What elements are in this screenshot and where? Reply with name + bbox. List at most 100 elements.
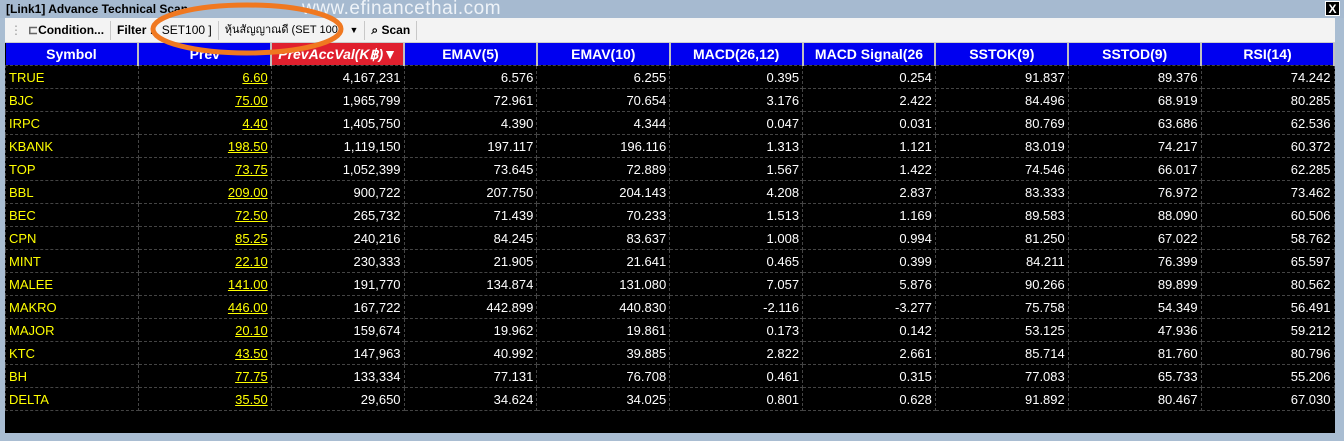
prev-link[interactable]: 73.75 bbox=[137, 157, 272, 181]
cell-7: 75.758 bbox=[934, 295, 1069, 319]
cell-6: 1.422 bbox=[802, 157, 936, 181]
cell-7: 85.714 bbox=[934, 341, 1069, 365]
cell-6: 2.661 bbox=[802, 341, 936, 365]
prev-link[interactable]: 209.00 bbox=[137, 180, 272, 204]
column-header-6[interactable]: MACD Signal(26 bbox=[802, 43, 937, 66]
column-header-1[interactable]: Prev bbox=[138, 43, 273, 66]
cell-2: 1,052,399 bbox=[270, 157, 405, 181]
prev-link[interactable]: 198.50 bbox=[137, 134, 272, 158]
cell-3: 197.117 bbox=[403, 134, 538, 158]
cell-0: MALEE bbox=[5, 272, 139, 296]
prev-link[interactable]: 20.10 bbox=[137, 318, 272, 342]
cell-3: 442.899 bbox=[403, 295, 538, 319]
column-header-9[interactable]: RSI(14) bbox=[1201, 43, 1335, 66]
close-button[interactable]: X bbox=[1325, 1, 1340, 16]
cell-4: 70.654 bbox=[536, 88, 671, 112]
cell-4: 19.861 bbox=[536, 318, 671, 342]
prev-link[interactable]: 75.00 bbox=[137, 88, 272, 112]
cell-6: 0.254 bbox=[802, 65, 936, 89]
cell-2: 230,333 bbox=[270, 249, 405, 273]
prev-link[interactable]: 22.10 bbox=[137, 249, 272, 273]
scan-button[interactable]: ⌕ Scan bbox=[371, 22, 410, 39]
cell-7: 74.546 bbox=[934, 157, 1069, 181]
prev-link[interactable]: 446.00 bbox=[137, 295, 272, 319]
cell-9: 60.372 bbox=[1200, 134, 1335, 158]
cell-9: 62.285 bbox=[1200, 157, 1335, 181]
cell-5: 1.008 bbox=[669, 226, 804, 250]
chevron-down-icon[interactable]: ▼ bbox=[349, 24, 359, 35]
cell-9: 56.491 bbox=[1200, 295, 1335, 319]
cell-7: 91.837 bbox=[934, 65, 1069, 89]
magnifier-icon: ⌕ bbox=[371, 22, 379, 37]
column-header-4[interactable]: EMAV(10) bbox=[536, 43, 671, 66]
cell-4: 39.885 bbox=[536, 341, 671, 365]
filter-label: Filter : bbox=[117, 22, 154, 37]
cell-7: 81.250 bbox=[934, 226, 1069, 250]
cell-9: 80.796 bbox=[1200, 341, 1335, 365]
watermark: www.efinancethai.com bbox=[302, 0, 502, 19]
cell-9: 65.597 bbox=[1200, 249, 1335, 273]
condition-button[interactable]: ⊏Condition... bbox=[28, 22, 104, 39]
cell-6: 0.031 bbox=[802, 111, 936, 135]
cell-3: 72.961 bbox=[403, 88, 538, 112]
prev-link[interactable]: 35.50 bbox=[137, 387, 272, 411]
column-header-3[interactable]: EMAV(5) bbox=[404, 43, 538, 66]
prev-link[interactable]: 72.50 bbox=[137, 203, 272, 227]
column-header-label: RSI(14) bbox=[1243, 46, 1292, 62]
prev-link[interactable]: 6.60 bbox=[137, 65, 272, 89]
cell-5: 1.567 bbox=[669, 157, 804, 181]
separator bbox=[110, 20, 112, 40]
table-row[interactable]: TRUE 6.60 4,167,231 6.576 6.255 0.395 0.254 91.… bbox=[5, 65, 1335, 89]
cell-6: 1.121 bbox=[802, 134, 936, 158]
cell-6: 2.422 bbox=[802, 88, 936, 112]
cell-5: 2.822 bbox=[669, 341, 804, 365]
header-row: Symbol Prev PrevAccVal(K฿)▼ EMAV(5) EMAV(10)… bbox=[5, 43, 1335, 66]
cell-5: 7.057 bbox=[669, 272, 804, 296]
cell-7: 53.125 bbox=[934, 318, 1069, 342]
cell-7: 84.496 bbox=[934, 88, 1069, 112]
table-row[interactable]: BBL 209.00 900,722 207.750 204.143 4.208 2.837… bbox=[5, 180, 1335, 204]
table-row[interactable]: KBANK 198.50 1,119,150 197.117 196.116 1.313 1… bbox=[5, 134, 1335, 158]
cell-4: 6.255 bbox=[536, 65, 671, 89]
cell-2: 159,674 bbox=[270, 318, 405, 342]
column-header-label: EMAV(5) bbox=[442, 46, 499, 62]
cell-9: 80.562 bbox=[1200, 272, 1335, 296]
column-header-5[interactable]: MACD(26,12) bbox=[669, 43, 804, 66]
cell-5: 3.176 bbox=[669, 88, 804, 112]
cell-4: 131.080 bbox=[536, 272, 671, 296]
table-row[interactable]: CPN 85.25 240,216 84.245 83.637 1.008 0.994 81.… bbox=[5, 226, 1335, 250]
column-header-label: SSTOD(9) bbox=[1102, 46, 1168, 62]
cell-8: 74.217 bbox=[1067, 134, 1202, 158]
cell-0: MAJOR bbox=[5, 318, 139, 342]
toolbar: ⋮ ⊏Condition... Filter : SET100 ] หุ้นสั… bbox=[5, 18, 1335, 43]
cell-3: 77.131 bbox=[403, 364, 538, 388]
table-row[interactable]: BH 77.75 133,334 77.131 76.708 0.461 0.315 77.0… bbox=[5, 364, 1335, 388]
prev-link[interactable]: 4.40 bbox=[137, 111, 272, 135]
cell-0: TOP bbox=[5, 157, 139, 181]
cell-9: 59.212 bbox=[1200, 318, 1335, 342]
table-row[interactable]: TOP 73.75 1,052,399 73.645 72.889 1.567 1.422 7… bbox=[5, 157, 1335, 181]
prev-link[interactable]: 43.50 bbox=[137, 341, 272, 365]
column-header-8[interactable]: SSTOD(9) bbox=[1068, 43, 1203, 66]
table-row[interactable]: MAJOR 20.10 159,674 19.962 19.861 0.173 0.142 5… bbox=[5, 318, 1335, 342]
prev-link[interactable]: 141.00 bbox=[137, 272, 272, 296]
table-row[interactable]: BJC 75.00 1,965,799 72.961 70.654 3.176 2.422 8… bbox=[5, 88, 1335, 112]
cell-7: 80.769 bbox=[934, 111, 1069, 135]
table-row[interactable]: MINT 22.10 230,333 21.905 21.641 0.465 0.399 84… bbox=[5, 249, 1335, 273]
column-header-0[interactable]: Symbol bbox=[5, 43, 140, 66]
cell-2: 167,722 bbox=[270, 295, 405, 319]
table-row[interactable]: DELTA 35.50 29,650 34.624 34.025 0.801 0.628 91… bbox=[5, 387, 1335, 411]
cell-9: 60.506 bbox=[1200, 203, 1335, 227]
separator bbox=[364, 20, 366, 40]
filter-select[interactable]: หุ้นสัญญาณดี (SET 100) bbox=[224, 23, 342, 36]
table-row[interactable]: MAKRO 446.00 167,722 442.899 440.830 -2.116 -3… bbox=[5, 295, 1335, 319]
table-row[interactable]: KTC 43.50 147,963 40.992 39.885 2.822 2.661 85.… bbox=[5, 341, 1335, 365]
column-header-2[interactable]: PrevAccVal(K฿)▼ bbox=[271, 43, 406, 66]
table-row[interactable]: IRPC 4.40 1,405,750 4.390 4.344 0.047 0.031 80.… bbox=[5, 111, 1335, 135]
column-header-7[interactable]: SSTOK(9) bbox=[935, 43, 1070, 66]
prev-link[interactable]: 85.25 bbox=[137, 226, 272, 250]
table-row[interactable]: BEC 72.50 265,732 71.439 70.233 1.513 1.169 89.… bbox=[5, 203, 1335, 227]
cell-6: 5.876 bbox=[802, 272, 936, 296]
table-row[interactable]: MALEE 141.00 191,770 134.874 131.080 7.057 5.8… bbox=[5, 272, 1335, 296]
prev-link[interactable]: 77.75 bbox=[137, 364, 272, 388]
